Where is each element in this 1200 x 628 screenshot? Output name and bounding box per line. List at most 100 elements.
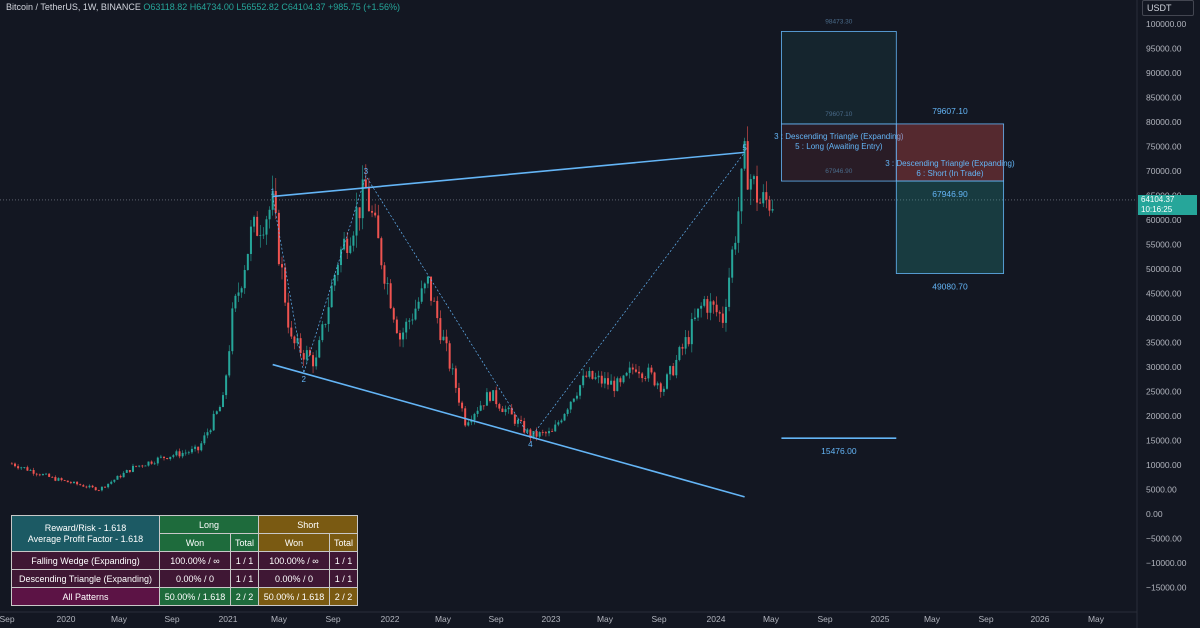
candle-body (665, 374, 668, 389)
candle-body (380, 238, 383, 266)
candle-body (32, 469, 35, 474)
x-tick-label: Sep (0, 614, 15, 624)
candle-body (557, 422, 560, 425)
y-tick-label: 100000.00 (1146, 19, 1186, 29)
candle-body (361, 179, 364, 219)
candle-body (575, 395, 578, 399)
candle-body (402, 332, 405, 340)
candle-body (234, 295, 237, 309)
candle-body (153, 463, 156, 465)
candle-body (489, 392, 492, 401)
candle-body (554, 424, 557, 432)
candle-body (740, 168, 743, 212)
candle-body (457, 387, 460, 403)
candle-body (296, 338, 299, 344)
candle-body (641, 373, 644, 379)
candle-body (259, 235, 262, 236)
high-value: H64734.00 (189, 2, 234, 12)
candle-body (746, 141, 749, 190)
row-short-total: 1 / 1 (329, 569, 358, 588)
candle-body (728, 277, 731, 307)
candle-body (364, 179, 367, 188)
x-tick-label: 2025 (871, 614, 890, 624)
currency-selector[interactable]: USDT (1142, 0, 1194, 16)
candle-body (423, 283, 426, 289)
pivot-label: 5 (742, 143, 747, 152)
projection-label-line: 3 : Descending Triangle (Expanding) (774, 132, 904, 141)
candle-body (436, 300, 439, 319)
candle-body (572, 398, 575, 402)
projection-label: 3 : Descending Triangle (Expanding) 6 : S… (885, 159, 1015, 178)
long-header: Long (159, 515, 259, 534)
x-tick-label: 2023 (542, 614, 561, 624)
y-tick-label: 85000.00 (1146, 93, 1182, 103)
candle-body (659, 383, 662, 392)
change-value: +985.75 (+1.56%) (327, 2, 401, 12)
candle-body (724, 306, 727, 323)
candle-body (194, 446, 197, 449)
x-tick-label: May (1088, 614, 1105, 624)
symbol-title[interactable]: Bitcoin / TetherUS, 1W, BINANCE (6, 2, 141, 12)
row-short-won: 50.00% / 1.618 (258, 587, 330, 606)
candle-body (352, 235, 355, 246)
candle-body (150, 461, 153, 464)
candle-body (392, 308, 395, 320)
short-won-header: Won (258, 533, 330, 552)
candle-body (104, 486, 107, 488)
candle-body (734, 242, 737, 250)
candle-body (662, 388, 665, 392)
candle-body (175, 451, 178, 456)
candle-body (17, 466, 20, 469)
candle-body (324, 324, 327, 325)
candle-body (386, 283, 389, 285)
candle-body (355, 207, 358, 236)
candle-body (470, 420, 473, 423)
y-tick-label: 25000.00 (1146, 387, 1182, 397)
candle-body (336, 265, 339, 275)
candle-body (315, 357, 318, 367)
candle-body (591, 370, 594, 379)
candle-body (600, 375, 603, 384)
row-long-total: 2 / 2 (230, 587, 259, 606)
candle-body (752, 176, 755, 180)
candle-body (119, 475, 122, 478)
y-tick-label: 30000.00 (1146, 362, 1182, 372)
bar-countdown: 10:16:25 (1141, 205, 1173, 214)
candle-body (644, 378, 647, 379)
candle-body (138, 465, 141, 467)
candle-body (172, 455, 175, 457)
candle-body (131, 465, 134, 472)
support-level-label: 15476.00 (821, 446, 857, 456)
candle-body (749, 179, 752, 190)
short-risk-zone (895, 123, 1005, 182)
candle-body (13, 463, 16, 467)
candle-body (116, 475, 119, 480)
candle-body (675, 359, 678, 376)
candle-body (405, 321, 408, 333)
long-won-header: Won (159, 533, 231, 552)
candle-body (501, 408, 504, 413)
x-tick-label: Sep (651, 614, 666, 624)
candle-body (597, 375, 600, 378)
candle-body (330, 285, 333, 308)
candle-body (231, 308, 234, 352)
candle-body (203, 435, 206, 444)
candle-body (669, 366, 672, 375)
candle-body (610, 380, 613, 385)
y-tick-label: 0.00 (1146, 509, 1163, 519)
candle-body (197, 446, 200, 451)
row-long-total: 1 / 1 (230, 569, 259, 588)
y-tick-label: 75000.00 (1146, 142, 1182, 152)
candle-body (339, 249, 342, 266)
y-tick-label: 20000.00 (1146, 411, 1182, 421)
candle-body (485, 392, 488, 406)
candle-body (771, 209, 774, 211)
candle-body (327, 307, 330, 325)
candle-body (495, 390, 498, 405)
y-tick-label: 40000.00 (1146, 313, 1182, 323)
candle-body (566, 409, 569, 414)
candle-body (718, 312, 721, 314)
candle-body (240, 288, 243, 293)
candle-body (606, 378, 609, 385)
